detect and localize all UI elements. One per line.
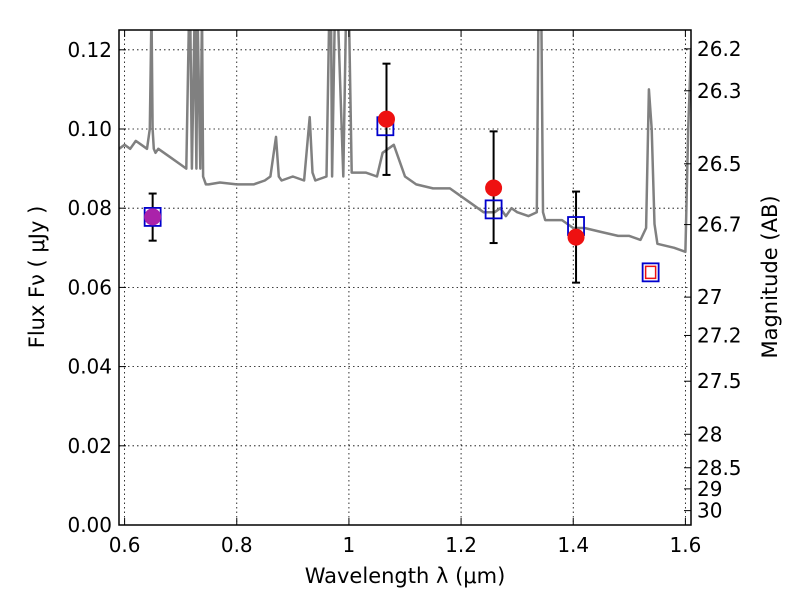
y2-tick-label: 27.2 xyxy=(697,323,742,347)
y2-tick-label: 30 xyxy=(697,499,722,523)
model-spectrum xyxy=(119,30,691,254)
observed-point xyxy=(567,228,585,246)
plot-frame xyxy=(118,29,692,526)
axis-ticks xyxy=(119,30,691,526)
observed-point xyxy=(485,179,503,197)
y2-axis-title: Magnitude (AB) xyxy=(758,195,782,358)
spectrum-line xyxy=(119,30,691,254)
observed-photometry xyxy=(144,110,657,280)
y-tick-label: 0.08 xyxy=(67,196,112,220)
y-tick-label: 0.02 xyxy=(67,434,112,458)
y2-tick-label: 26.5 xyxy=(697,152,742,176)
x-axis-title: Wavelength λ (μm) xyxy=(305,564,506,588)
y-tick-label: 0.04 xyxy=(67,355,112,379)
y2-tick-label: 27 xyxy=(697,285,722,309)
y2-tick-label: 27.5 xyxy=(697,369,742,393)
y-axis-title: Flux Fν ( μJy ) xyxy=(25,206,49,349)
x-tick-label: 1.4 xyxy=(557,533,589,557)
tick-labels: 0.6 0.8 1 1.2 1.4 1.6 0.00 0.02 0.04 0.06 0.08 0.10… xyxy=(67,37,741,557)
model-photometry xyxy=(143,116,660,283)
y2-tick-label: 28 xyxy=(697,422,722,446)
y-tick-label: 0.00 xyxy=(67,513,112,537)
y2-tick-label: 28.5 xyxy=(697,456,742,480)
model-square xyxy=(641,262,660,283)
x-tick-label: 1 xyxy=(343,533,356,557)
y2-tick-label: 26.3 xyxy=(697,79,742,103)
y-tick-label: 0.12 xyxy=(67,38,112,62)
y2-tick-label: 26.7 xyxy=(697,213,742,237)
observed-point xyxy=(377,110,395,128)
observed-point xyxy=(144,208,162,226)
grid-lines xyxy=(119,30,691,526)
y-tick-label: 0.10 xyxy=(67,117,112,141)
x-tick-label: 1.6 xyxy=(669,533,701,557)
model-square xyxy=(484,199,503,220)
x-tick-label: 1.2 xyxy=(445,533,477,557)
x-tick-label: 0.6 xyxy=(109,533,141,557)
y2-tick-label: 29 xyxy=(697,477,722,501)
y2-tick-label: 26.2 xyxy=(697,37,742,61)
y-tick-label: 0.06 xyxy=(67,275,112,299)
upper-limit-square xyxy=(644,265,657,280)
x-tick-label: 0.8 xyxy=(221,533,253,557)
